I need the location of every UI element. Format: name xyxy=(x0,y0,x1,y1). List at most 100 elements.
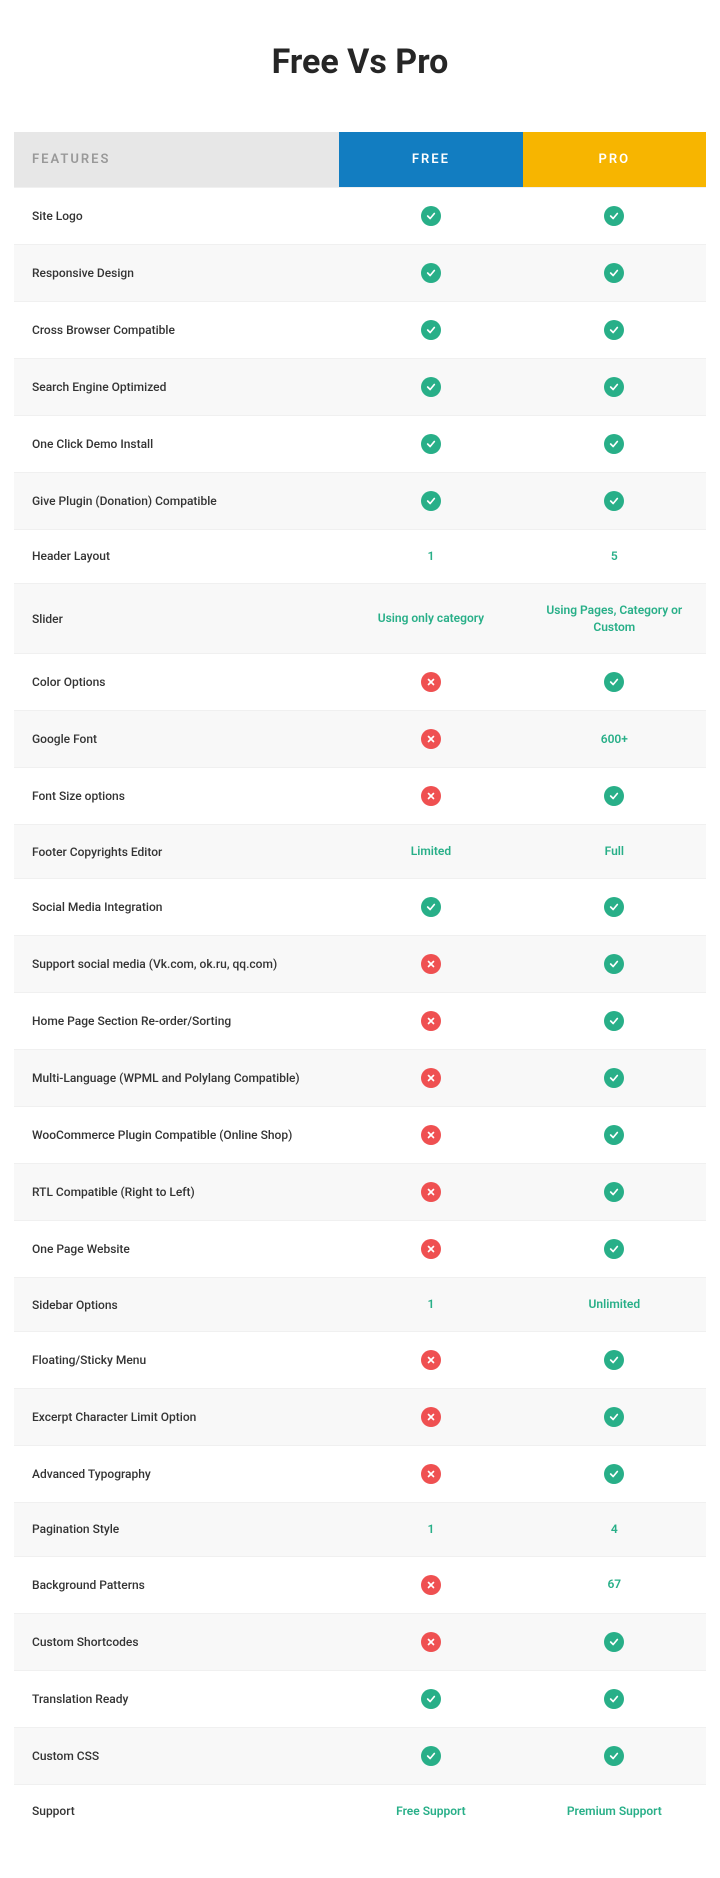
check-icon xyxy=(421,206,441,226)
cross-icon xyxy=(421,786,441,806)
feature-name: Responsive Design xyxy=(14,245,339,302)
feature-name: Font Size options xyxy=(14,768,339,825)
check-icon xyxy=(604,263,624,283)
check-icon xyxy=(421,1689,441,1709)
check-icon xyxy=(604,1746,624,1766)
feature-name: Slider xyxy=(14,583,339,654)
table-row: RTL Compatible (Right to Left) xyxy=(14,1164,706,1221)
pro-value xyxy=(523,302,706,359)
check-icon xyxy=(604,206,624,226)
feature-name: Translation Ready xyxy=(14,1670,339,1727)
cross-icon xyxy=(421,954,441,974)
cross-icon xyxy=(421,1011,441,1031)
table-body: Site LogoResponsive DesignCross Browser … xyxy=(14,188,706,1838)
free-value xyxy=(339,188,522,245)
table-row: SliderUsing only category Using Pages, Ca… xyxy=(14,583,706,654)
free-value: Free Support xyxy=(339,1784,522,1837)
free-value xyxy=(339,1221,522,1278)
feature-name: Give Plugin (Donation) Compatible xyxy=(14,473,339,530)
check-icon xyxy=(604,434,624,454)
cross-icon xyxy=(421,1407,441,1427)
pro-value xyxy=(523,245,706,302)
check-icon xyxy=(604,1182,624,1202)
pro-value xyxy=(523,936,706,993)
free-value xyxy=(339,473,522,530)
free-value xyxy=(339,1727,522,1784)
cross-icon xyxy=(421,1068,441,1088)
pro-value xyxy=(523,1331,706,1388)
free-value xyxy=(339,654,522,711)
check-icon xyxy=(604,954,624,974)
check-icon xyxy=(604,1689,624,1709)
pro-value: Premium Support xyxy=(523,1784,706,1837)
table-row: Footer Copyrights EditorLimitedFull xyxy=(14,825,706,879)
table-row: Give Plugin (Donation) Compatible xyxy=(14,473,706,530)
feature-name: Site Logo xyxy=(14,188,339,245)
value-text: 67 xyxy=(607,1577,621,1591)
check-icon xyxy=(421,491,441,511)
table-row: Custom CSS xyxy=(14,1727,706,1784)
free-value: Using only category xyxy=(339,583,522,654)
table-row: Background Patterns67 xyxy=(14,1556,706,1613)
feature-name: Sidebar Options xyxy=(14,1278,339,1332)
check-icon xyxy=(421,897,441,917)
table-row: Excerpt Character Limit Option xyxy=(14,1388,706,1445)
table-row: Responsive Design xyxy=(14,245,706,302)
cross-icon xyxy=(421,729,441,749)
cross-icon xyxy=(421,1464,441,1484)
check-icon xyxy=(604,1125,624,1145)
table-row: One Click Demo Install xyxy=(14,416,706,473)
value-text: Free Support xyxy=(396,1804,466,1818)
pro-value xyxy=(523,1107,706,1164)
feature-name: Header Layout xyxy=(14,530,339,584)
free-value xyxy=(339,245,522,302)
feature-name: Advanced Typography xyxy=(14,1445,339,1502)
value-text: Full xyxy=(605,844,624,858)
free-value xyxy=(339,1331,522,1388)
cross-icon xyxy=(421,1182,441,1202)
feature-name: Cross Browser Compatible xyxy=(14,302,339,359)
value-text: 1 xyxy=(427,549,434,563)
check-icon xyxy=(604,786,624,806)
pro-value xyxy=(523,1670,706,1727)
pro-value xyxy=(523,359,706,416)
check-icon xyxy=(604,1632,624,1652)
check-icon xyxy=(604,491,624,511)
table-row: Search Engine Optimized xyxy=(14,359,706,416)
free-value xyxy=(339,879,522,936)
pro-value xyxy=(523,1221,706,1278)
cross-icon xyxy=(421,1239,441,1259)
pro-value: Using Pages, Category or Custom xyxy=(523,583,706,654)
table-row: One Page Website xyxy=(14,1221,706,1278)
free-value xyxy=(339,768,522,825)
pro-value xyxy=(523,993,706,1050)
free-value xyxy=(339,302,522,359)
feature-name: Custom CSS xyxy=(14,1727,339,1784)
check-icon xyxy=(421,263,441,283)
pro-value: 67 xyxy=(523,1556,706,1613)
feature-name: Color Options xyxy=(14,654,339,711)
cross-icon xyxy=(421,1575,441,1595)
check-icon xyxy=(604,1011,624,1031)
feature-name: RTL Compatible (Right to Left) xyxy=(14,1164,339,1221)
feature-name: Multi-Language (WPML and Polylang Compat… xyxy=(14,1050,339,1107)
free-value xyxy=(339,359,522,416)
check-icon xyxy=(604,1407,624,1427)
value-text: 5 xyxy=(611,549,618,563)
value-text: Limited xyxy=(411,844,451,858)
free-value xyxy=(339,1107,522,1164)
pro-value: 600+ xyxy=(523,711,706,768)
table-row: Social Media Integration xyxy=(14,879,706,936)
table-row: Custom Shortcodes xyxy=(14,1613,706,1670)
value-text: Using Pages, Category or Custom xyxy=(546,603,682,634)
table-row: Translation Ready xyxy=(14,1670,706,1727)
value-text: Premium Support xyxy=(567,1804,662,1818)
free-value xyxy=(339,1050,522,1107)
header-features: FEATURES xyxy=(14,132,339,188)
free-value: 1 xyxy=(339,1502,522,1556)
table-row: Floating/Sticky Menu xyxy=(14,1331,706,1388)
check-icon xyxy=(421,377,441,397)
table-row: SupportFree SupportPremium Support xyxy=(14,1784,706,1837)
free-value xyxy=(339,1164,522,1221)
pro-value xyxy=(523,473,706,530)
